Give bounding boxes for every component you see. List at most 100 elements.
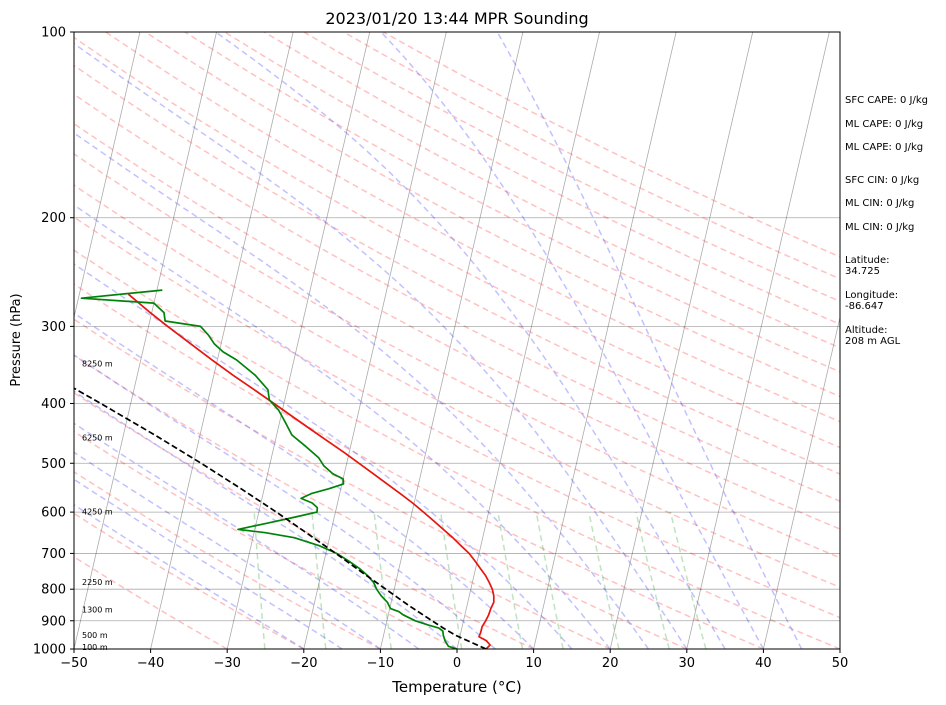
isotherm-line (609, 32, 754, 649)
moist-adiabat-line (380, 32, 765, 649)
height-label: 8250 m (82, 359, 113, 368)
dry-adiabat-line (224, 32, 840, 349)
moist-adiabat-line (215, 32, 726, 649)
moist-adiabat-line (74, 263, 573, 649)
moist-adiabat-line (74, 42, 688, 649)
mixing-ratio-line (439, 511, 463, 649)
altitude: Altitude: 208 m AGL (845, 325, 901, 347)
ml-cape-2: ML CAPE: 0 J/kg (845, 142, 924, 153)
dry-adiabat-line (74, 470, 381, 649)
x-axis-label: Temperature (°C) (391, 678, 521, 696)
dewpoint-line (80, 289, 458, 649)
x-tick-label: 20 (602, 656, 619, 671)
dry-adiabat-line (74, 391, 534, 649)
sfc-cin: SFC CIN: 0 J/kg (845, 175, 920, 186)
dry-adiabat-line (74, 122, 840, 530)
y-tick-label: 1000 (33, 643, 66, 658)
dry-adiabat-line (74, 36, 840, 449)
height-label: 100 m (82, 643, 108, 652)
x-tick-label: −10 (367, 656, 394, 671)
x-axis-ticks: −50 −40 −30 −20 −10 0 10 20 30 40 50 (60, 649, 848, 671)
x-tick-label: −40 (137, 656, 164, 671)
x-tick-label: 30 (679, 656, 696, 671)
latitude: Latitude: 34.725 (845, 255, 890, 277)
dry-adiabat-line (144, 32, 840, 398)
temperature-line (127, 293, 495, 649)
moist-adiabat-line (496, 32, 803, 649)
moist-adiabat-line (74, 503, 305, 649)
y-axis-label: Pressure (hPa) (9, 293, 24, 386)
x-tick-label: 50 (832, 656, 849, 671)
isotherm-line (74, 32, 141, 320)
y-tick-label: 900 (41, 614, 66, 629)
x-tick-label: 0 (453, 656, 461, 671)
sfc-cape: SFC CAPE: 0 J/kg (845, 95, 928, 106)
profile-lines (74, 289, 495, 649)
longitude: Longitude: -86.647 (845, 290, 899, 312)
dry-adiabat-line (74, 318, 688, 649)
y-tick-label: 100 (41, 26, 66, 41)
dry-adiabat-line (74, 430, 458, 649)
mixing-ratio-line (373, 512, 393, 649)
dry-adiabat-line (184, 32, 840, 373)
y-tick-label: 700 (41, 547, 66, 562)
isotherm-line (380, 32, 524, 649)
moist-adiabat-line (74, 422, 420, 649)
isotherm-line (226, 32, 371, 649)
dry-adiabat-line (74, 64, 840, 475)
isotherm-line (303, 32, 447, 649)
y-tick-label: 400 (41, 397, 66, 412)
moist-adiabat-line (74, 312, 535, 649)
y-tick-label: 200 (41, 211, 66, 226)
height-label: 1300 m (82, 606, 113, 615)
dry-adiabat-line (263, 32, 840, 326)
isotherm-line (686, 32, 830, 649)
ml-cin-2: ML CIN: 0 J/kg (845, 222, 915, 233)
dry-adiabat-line (105, 32, 840, 423)
dry-adiabat-line (74, 184, 840, 589)
isobar-gridlines (74, 217, 840, 622)
x-tick-label: 40 (755, 656, 772, 671)
mixing-ratio-line (535, 511, 564, 649)
ml-cin: ML CIN: 0 J/kg (845, 198, 915, 209)
mixing-ratio-line (588, 511, 620, 649)
y-axis-ticks: 100 200 300 400 500 600 700 800 900 1000 (33, 26, 74, 658)
height-label: 2250 m (82, 578, 113, 587)
x-tick-label: −30 (213, 656, 240, 671)
dry-adiabat-line (74, 249, 840, 649)
mixing-ratio-line (669, 511, 707, 649)
dry-adiabat-line (74, 283, 764, 649)
isotherm-line (763, 315, 840, 649)
mixing-ratio-line (635, 511, 670, 649)
dry-adiabat-line (74, 93, 840, 502)
chart-title: 2023/01/20 13:44 MPR Sounding (325, 9, 588, 28)
height-label: 500 m (82, 631, 108, 640)
isotherm-line (456, 32, 600, 649)
moist-adiabat-line (74, 204, 611, 649)
height-label: 6250 m (82, 433, 113, 442)
parcel-path-line (74, 387, 487, 649)
isotherm-line (74, 32, 217, 649)
dry-adiabat-line (74, 153, 840, 559)
y-tick-label: 500 (41, 457, 66, 472)
moist-adiabat-line (74, 390, 458, 649)
x-tick-label: −50 (60, 656, 87, 671)
dry-adiabat-line (74, 216, 840, 619)
moist-adiabat-line (74, 132, 650, 649)
y-tick-label: 300 (41, 320, 66, 335)
x-tick-label: 10 (525, 656, 542, 671)
isotherm-line (150, 32, 294, 649)
background-lines (74, 32, 840, 649)
mixing-ratio-line (253, 512, 266, 649)
y-tick-label: 600 (41, 506, 66, 521)
height-labels: 100 m 500 m 1300 m 2250 m 4250 m 6250 m 8250 m (82, 359, 113, 652)
x-tick-label: −20 (290, 656, 317, 671)
dry-adiabat-line (74, 354, 611, 649)
dry-adiabat-line (303, 32, 840, 303)
isotherm-line (533, 32, 677, 649)
height-label: 4250 m (82, 508, 113, 517)
ml-cape: ML CAPE: 0 J/kg (845, 119, 924, 130)
mixing-ratio-line (497, 511, 524, 649)
mixing-ratio-line (311, 512, 327, 649)
